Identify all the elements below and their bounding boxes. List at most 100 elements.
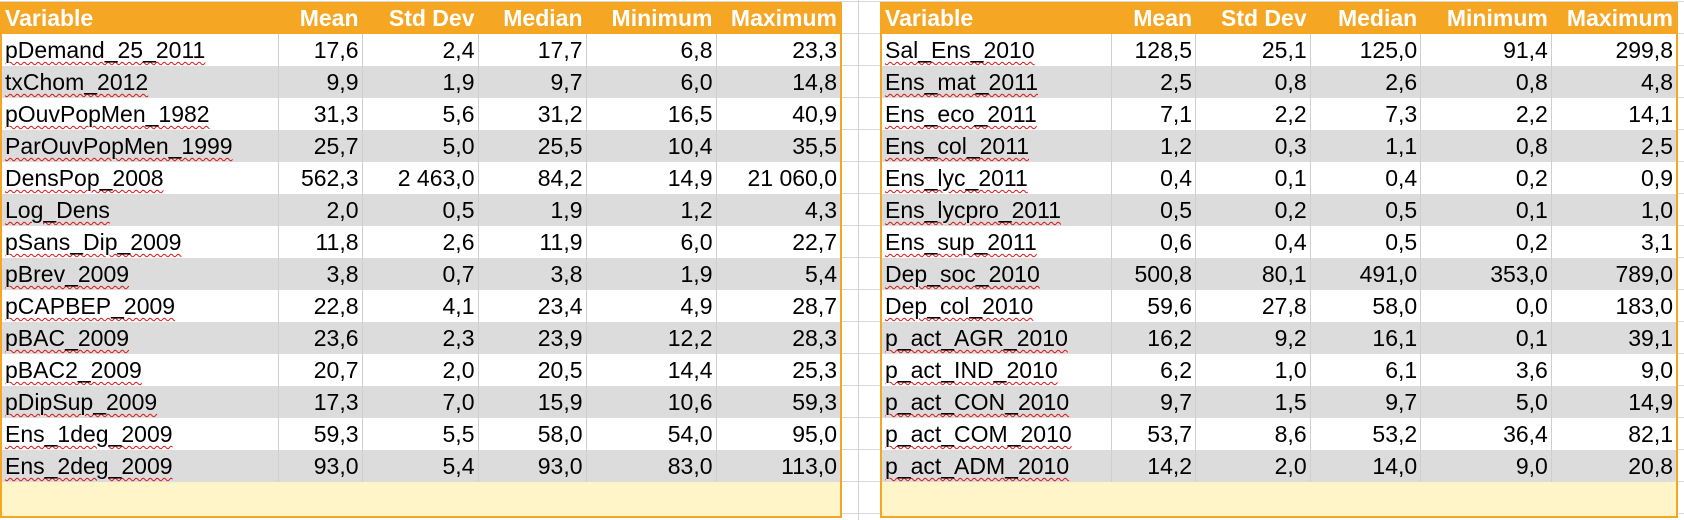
cell-median[interactable]: 25,5 [478,130,587,162]
cell-minimum[interactable]: 3,6 [1420,354,1552,386]
cell-std-dev[interactable]: 2,0 [362,354,479,386]
header-cell-median[interactable]: Median [478,2,587,34]
cell-std-dev[interactable]: 5,0 [362,130,479,162]
cell-mean[interactable]: 500,8 [1111,258,1197,290]
cell-variable[interactable]: p_act_ADM_2010 [882,450,1112,482]
cell-variable[interactable]: pSans_Dip_2009 [2,226,279,258]
cell-mean[interactable]: 93,0 [278,450,363,482]
empty-cell[interactable] [882,482,1676,516]
cell-median[interactable]: 20,5 [478,354,587,386]
cell-variable[interactable]: p_act_CON_2010 [882,386,1112,418]
cell-std-dev[interactable]: 0,1 [1195,162,1311,194]
cell-minimum[interactable]: 0,1 [1420,322,1552,354]
cell-mean[interactable]: 9,7 [1111,386,1197,418]
cell-maximum[interactable]: 299,8 [1551,34,1676,66]
cell-std-dev[interactable]: 1,9 [362,66,479,98]
cell-mean[interactable]: 53,7 [1111,418,1197,450]
header-cell-maximum[interactable]: Maximum [716,2,840,34]
cell-maximum[interactable]: 21 060,0 [716,162,840,194]
cell-median[interactable]: 15,9 [478,386,587,418]
cell-mean[interactable]: 9,9 [278,66,363,98]
cell-mean[interactable]: 128,5 [1111,34,1197,66]
cell-minimum[interactable]: 83,0 [586,450,717,482]
cell-mean[interactable]: 2,0 [278,194,363,226]
cell-minimum[interactable]: 0,2 [1420,226,1552,258]
cell-std-dev[interactable]: 1,5 [1195,386,1311,418]
cell-maximum[interactable]: 23,3 [716,34,840,66]
cell-std-dev[interactable]: 0,4 [1195,226,1311,258]
cell-mean[interactable]: 7,1 [1111,98,1197,130]
cell-minimum[interactable]: 54,0 [586,418,717,450]
cell-variable[interactable]: Sal_Ens_2010 [882,34,1112,66]
cell-minimum[interactable]: 0,8 [1420,130,1552,162]
header-cell-std-dev[interactable]: Std Dev [1195,2,1311,34]
cell-minimum[interactable]: 91,4 [1420,34,1552,66]
cell-std-dev[interactable]: 5,5 [362,418,479,450]
cell-mean[interactable]: 59,6 [1111,290,1197,322]
cell-variable[interactable]: DensPop_2008 [2,162,279,194]
cell-std-dev[interactable]: 5,4 [362,450,479,482]
cell-mean[interactable]: 0,6 [1111,226,1197,258]
empty-cell[interactable] [2,482,840,516]
cell-variable[interactable]: pOuvPopMen_1982 [2,98,279,130]
cell-maximum[interactable]: 4,8 [1551,66,1676,98]
cell-variable[interactable]: p_act_COM_2010 [882,418,1112,450]
cell-std-dev[interactable]: 27,8 [1195,290,1311,322]
cell-minimum[interactable]: 1,9 [586,258,717,290]
cell-variable[interactable]: Ens_lycpro_2011 [882,194,1112,226]
cell-variable[interactable]: Ens_2deg_2009 [2,450,279,482]
header-cell-std-dev[interactable]: Std Dev [362,2,479,34]
cell-minimum[interactable]: 36,4 [1420,418,1552,450]
cell-maximum[interactable]: 20,8 [1551,450,1676,482]
cell-mean[interactable]: 11,8 [278,226,363,258]
cell-maximum[interactable]: 0,9 [1551,162,1676,194]
cell-variable[interactable]: pBAC_2009 [2,322,279,354]
cell-median[interactable]: 58,0 [1310,290,1422,322]
header-cell-median[interactable]: Median [1310,2,1422,34]
cell-variable[interactable]: pBrev_2009 [2,258,279,290]
cell-median[interactable]: 53,2 [1310,418,1422,450]
cell-std-dev[interactable]: 7,0 [362,386,479,418]
cell-variable[interactable]: Ens_col_2011 [882,130,1112,162]
cell-variable[interactable]: Log_Dens [2,194,279,226]
cell-minimum[interactable]: 12,2 [586,322,717,354]
cell-mean[interactable]: 17,6 [278,34,363,66]
cell-minimum[interactable]: 6,0 [586,66,717,98]
cell-median[interactable]: 23,9 [478,322,587,354]
cell-maximum[interactable]: 9,0 [1551,354,1676,386]
header-cell-mean[interactable]: Mean [278,2,363,34]
cell-median[interactable]: 0,4 [1310,162,1422,194]
cell-maximum[interactable]: 2,5 [1551,130,1676,162]
cell-std-dev[interactable]: 1,0 [1195,354,1311,386]
cell-maximum[interactable]: 183,0 [1551,290,1676,322]
cell-variable[interactable]: Ens_sup_2011 [882,226,1112,258]
header-cell-mean[interactable]: Mean [1111,2,1197,34]
cell-mean[interactable]: 31,3 [278,98,363,130]
cell-mean[interactable]: 25,7 [278,130,363,162]
cell-std-dev[interactable]: 0,5 [362,194,479,226]
cell-maximum[interactable]: 14,1 [1551,98,1676,130]
cell-median[interactable]: 17,7 [478,34,587,66]
cell-median[interactable]: 31,2 [478,98,587,130]
cell-minimum[interactable]: 14,4 [586,354,717,386]
cell-std-dev[interactable]: 0,3 [1195,130,1311,162]
cell-median[interactable]: 0,5 [1310,194,1422,226]
cell-maximum[interactable]: 28,3 [716,322,840,354]
cell-std-dev[interactable]: 2,0 [1195,450,1311,482]
cell-mean[interactable]: 0,4 [1111,162,1197,194]
cell-std-dev[interactable]: 2,3 [362,322,479,354]
cell-median[interactable]: 125,0 [1310,34,1422,66]
cell-median[interactable]: 1,1 [1310,130,1422,162]
cell-std-dev[interactable]: 0,2 [1195,194,1311,226]
cell-mean[interactable]: 16,2 [1111,322,1197,354]
cell-maximum[interactable]: 22,7 [716,226,840,258]
cell-maximum[interactable]: 14,9 [1551,386,1676,418]
cell-maximum[interactable]: 1,0 [1551,194,1676,226]
cell-median[interactable]: 93,0 [478,450,587,482]
cell-maximum[interactable]: 35,5 [716,130,840,162]
cell-median[interactable]: 16,1 [1310,322,1422,354]
cell-mean[interactable]: 22,8 [278,290,363,322]
cell-mean[interactable]: 0,5 [1111,194,1197,226]
cell-std-dev[interactable]: 2 463,0 [362,162,479,194]
cell-median[interactable]: 9,7 [478,66,587,98]
